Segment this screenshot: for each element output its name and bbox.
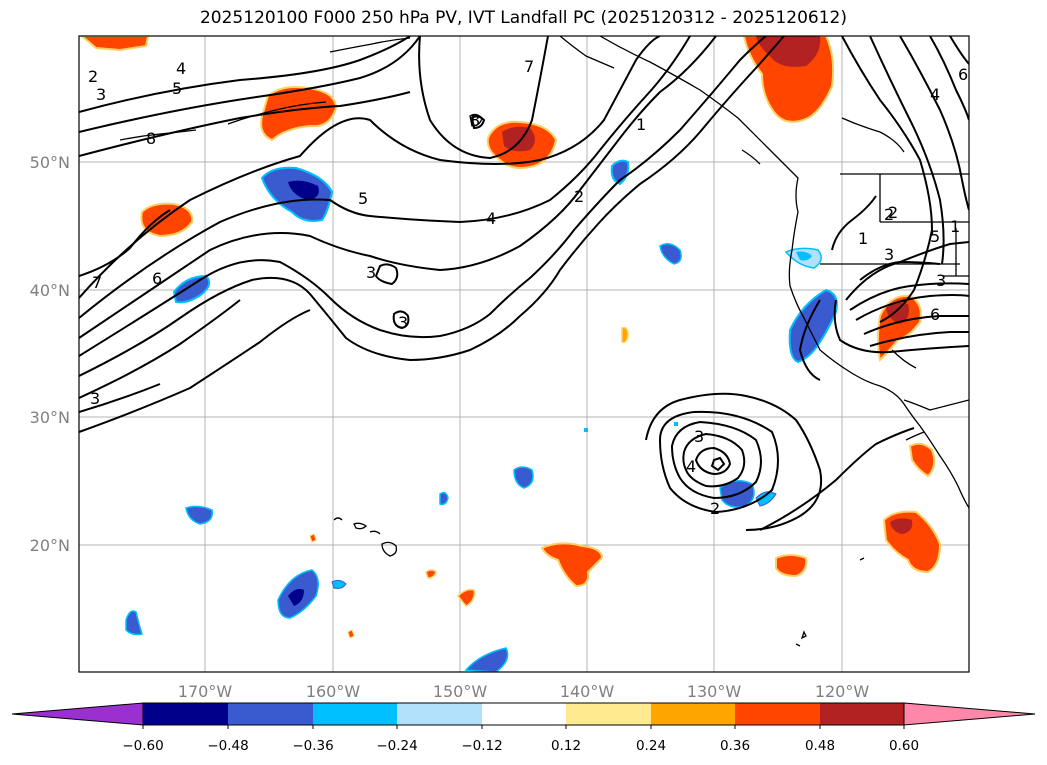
colorbar-tick-label: −0.60	[122, 738, 163, 754]
coastlines	[119, 36, 969, 509]
colorbar-bin	[313, 703, 397, 725]
colorbar-bin	[820, 703, 904, 725]
lon-label: 140°W	[560, 682, 615, 701]
contour-label: 6	[958, 65, 968, 84]
colorbar-tick-label: −0.12	[461, 738, 502, 754]
colorbar-bin	[228, 703, 313, 725]
map-content: 2 3 4 5 7 8 5 4 2 1 2 3 6 7 3 3 3 2 4 3 …	[79, 36, 969, 672]
colorbar: −0.60 −0.48 −0.36 −0.24 −0.12 0.12 0.24 …	[11, 702, 1036, 754]
colorbar-bin	[482, 703, 566, 725]
contour-label: 7	[92, 273, 102, 292]
colorbar-bin	[651, 703, 735, 725]
colorbar-tick-label: 0.60	[889, 738, 919, 754]
positive-anomaly-patches	[80, 36, 942, 639]
pv-contours	[79, 36, 969, 531]
contour-label: 3	[90, 389, 100, 408]
contour-label: 4	[486, 209, 496, 228]
contour-label: 4	[686, 457, 696, 476]
contour-label: 8	[146, 129, 156, 148]
colorbar-tick-label: 0.36	[720, 738, 750, 754]
contour-label: 6	[930, 305, 940, 324]
colorbar-tick-label: 0.24	[636, 738, 666, 754]
lon-label: 130°W	[687, 682, 742, 701]
lat-label: 20°N	[30, 536, 70, 555]
contour-label: 3	[398, 313, 408, 332]
colorbar-bin	[143, 703, 228, 725]
colorbar-bin	[566, 703, 651, 725]
contour-label: 4	[176, 59, 186, 78]
lon-label: 170°W	[178, 682, 233, 701]
colorbar-tick-label: −0.48	[207, 738, 248, 754]
contour-label: 5	[358, 189, 368, 208]
contour-labels: 2 3 4 5 7 8 5 4 2 1 2 3 6 7 3 3 3 2 4 3 …	[88, 57, 968, 518]
contour-label: 6	[152, 269, 162, 288]
contour-label: 8	[470, 111, 480, 130]
hawaii-islands	[333, 517, 865, 647]
contour-label: 1	[636, 115, 646, 134]
contour-label: 3	[366, 263, 376, 282]
lon-label: 150°W	[433, 682, 488, 701]
lon-labels: 170°W 160°W 150°W 140°W 130°W 120°W	[178, 682, 870, 701]
contour-label: 2	[710, 499, 720, 518]
lon-label: 120°W	[815, 682, 870, 701]
colorbar-bin	[735, 703, 820, 725]
contour-label: 5	[930, 227, 940, 246]
contour-label: 1	[950, 217, 960, 236]
colorbar-tick-label: 0.48	[805, 738, 835, 754]
contour-label: 5	[172, 79, 182, 98]
lat-label: 30°N	[30, 408, 70, 427]
contour-label: 2	[88, 67, 98, 86]
contour-label: 2	[574, 187, 584, 206]
colorbar-bin	[397, 703, 482, 725]
colorbar-frame	[142, 702, 905, 726]
colorbar-tick-label: −0.24	[376, 738, 417, 754]
contour-label: 1	[858, 229, 868, 248]
negative-anomaly-patches	[125, 159, 838, 672]
map-frame	[78, 35, 970, 673]
lat-labels: 50°N 40°N 30°N 20°N	[30, 153, 70, 555]
contour-label: 3	[96, 85, 106, 104]
contour-label: 3	[936, 271, 946, 290]
contour-label: 3	[884, 245, 894, 264]
contour-label: 4	[930, 85, 940, 104]
chart-title: 2025120100 F000 250 hPa PV, IVT Landfall…	[199, 8, 847, 28]
lon-label: 160°W	[306, 682, 361, 701]
colorbar-under-triangle	[11, 702, 144, 726]
contour-label: 2	[884, 205, 894, 224]
contour-label: 2	[888, 203, 898, 222]
colorbar-tick-label: 0.12	[551, 738, 581, 754]
colorbar-tick-label: −0.36	[292, 738, 333, 754]
colorbar-over-triangle	[903, 702, 1036, 726]
lat-label: 40°N	[30, 281, 70, 300]
contour-label: 3	[694, 427, 704, 446]
lat-label: 50°N	[30, 153, 70, 172]
contour-label: 7	[524, 57, 534, 76]
